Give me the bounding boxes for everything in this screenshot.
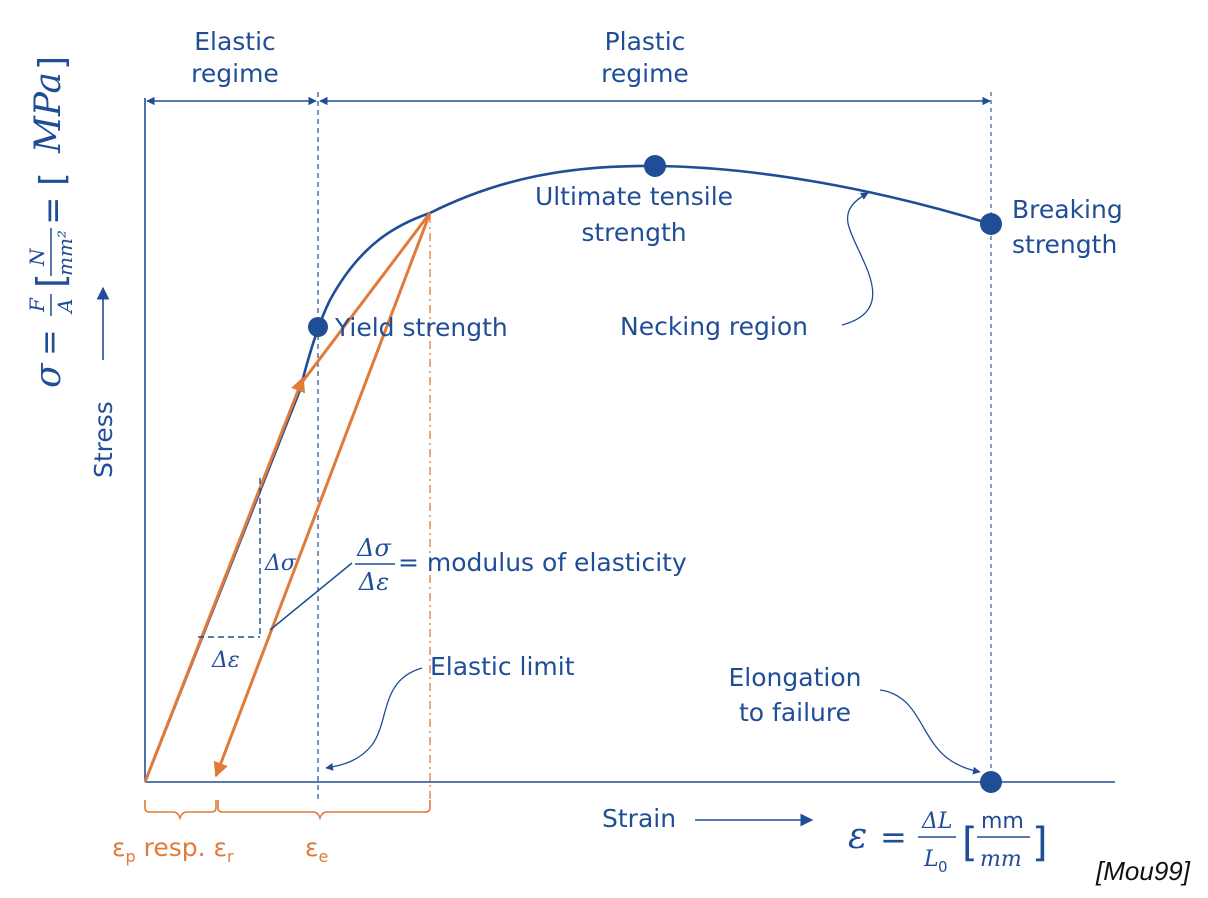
ee-label: εe — [305, 833, 328, 866]
y-close: ] — [32, 56, 73, 70]
plastic-regime-label-1: Plastic — [605, 27, 686, 56]
bracket-ep — [144, 800, 217, 821]
ultimate-label-1: Ultimate tensile — [535, 182, 733, 211]
y-bracket-open: [ — [29, 273, 73, 288]
elongation-point — [980, 771, 1002, 793]
x-unit-num: mm — [981, 809, 1024, 834]
y-N: N — [25, 247, 49, 267]
y-sigma: σ — [28, 362, 69, 388]
elongation-label-2: to failure — [739, 698, 851, 727]
y-eq2: = [ — [33, 172, 73, 225]
elongation-arrow — [879, 689, 981, 775]
x-unit-den: mm — [980, 847, 1022, 872]
x-dL: ΔL — [921, 809, 953, 834]
strain-label: Strain — [602, 804, 676, 833]
x-L0-sub: 0 — [938, 858, 948, 876]
elastic-limit-arrow — [325, 667, 423, 771]
y-F: F — [25, 297, 49, 313]
x-L0: L — [923, 847, 939, 872]
modulus-leader — [269, 562, 353, 631]
necking-arrow — [841, 192, 874, 326]
elastic-regime-label-1: Elastic — [194, 27, 276, 56]
loading-line-upper — [298, 212, 432, 386]
x-eps: ε — [848, 816, 867, 857]
breaking-label-1: Breaking — [1012, 195, 1123, 224]
ultimate-label-2: strength — [581, 218, 686, 247]
modulus-text: = modulus of elasticity — [398, 548, 687, 577]
yield-point — [308, 317, 328, 337]
bracket-ee — [217, 800, 431, 821]
yield-label: Yield strength — [334, 313, 508, 342]
ultimate-point — [644, 155, 666, 177]
elastic-limit-label: Elastic limit — [430, 652, 575, 681]
ep-label: εp resp. εr — [112, 833, 234, 866]
delta-epsilon-label: Δε — [211, 648, 240, 673]
modulus-numerator: Δσ — [356, 534, 391, 562]
x-eq: = — [880, 818, 907, 856]
stress-strain-curve — [143, 164, 992, 783]
y-A: A — [53, 299, 77, 315]
y-eq1: = — [30, 329, 68, 356]
delta-sigma-label: Δσ — [264, 551, 297, 576]
unloading-line — [213, 212, 432, 778]
breaking-label-2: strength — [1012, 230, 1117, 259]
y-mm2: mm² — [53, 230, 77, 276]
plastic-regime-label-2: regime — [601, 59, 689, 88]
modulus-denominator: Δε — [358, 568, 389, 596]
y-MPa: MPa — [28, 72, 69, 154]
breaking-point — [980, 213, 1002, 235]
loading-line — [143, 376, 306, 783]
elongation-label-1: Elongation — [729, 663, 862, 692]
x-formula: ε = ΔL L 0 [ mm mm ] — [848, 809, 1048, 876]
x-bracket-close: ] — [1032, 820, 1048, 866]
stress-label: Stress — [89, 401, 118, 478]
elastic-regime-label-2: regime — [191, 59, 279, 88]
citation: [Mou99] — [1095, 856, 1191, 886]
necking-label: Necking region — [620, 312, 808, 341]
x-bracket-open: [ — [962, 820, 978, 866]
y-formula: σ = F A [ N mm² = [ MPa ] — [25, 56, 77, 388]
